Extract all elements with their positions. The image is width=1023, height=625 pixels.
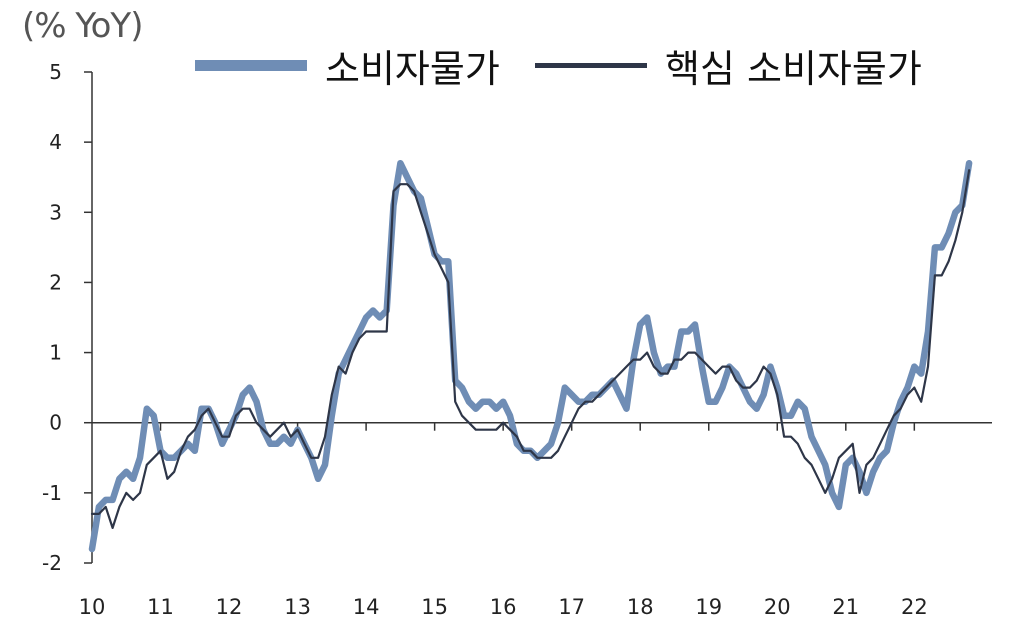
x-tick-label: 17 — [558, 595, 585, 619]
legend-swatch-core-cpi — [535, 63, 647, 68]
x-tick-label: 10 — [79, 595, 106, 619]
legend-item-core-cpi: 핵심 소비자물가 — [535, 38, 922, 93]
y-tick-label: -2 — [42, 551, 62, 575]
x-tick-label: 22 — [901, 595, 928, 619]
y-tick-label: 0 — [49, 411, 62, 435]
y-tick-label: 4 — [49, 130, 62, 154]
y-tick-label: 5 — [49, 60, 62, 84]
y-tick-label: 3 — [49, 200, 62, 224]
series-line-core-cpi — [90, 169, 971, 530]
y-axis-unit-label: (% YoY) — [22, 6, 143, 46]
y-tick-label: 2 — [49, 270, 62, 294]
series-line-cpi — [88, 159, 973, 553]
legend-label-core-cpi: 핵심 소비자물가 — [665, 47, 922, 91]
legend-swatch-cpi — [195, 60, 307, 71]
x-tick-label: 13 — [284, 595, 311, 619]
y-tick-label: -1 — [42, 481, 62, 505]
x-tick-label: 12 — [216, 595, 243, 619]
legend-item-cpi: 소비자물가 — [195, 38, 500, 93]
y-tick-label: 1 — [49, 341, 62, 365]
x-tick-label: 14 — [353, 595, 380, 619]
x-tick-label: 15 — [421, 595, 448, 619]
x-tick-label: 16 — [490, 595, 517, 619]
x-tick-label: 19 — [695, 595, 722, 619]
chart-series — [88, 159, 973, 553]
x-tick-label: 20 — [764, 595, 791, 619]
legend-label-cpi: 소비자물가 — [325, 47, 500, 91]
x-tick-label: 11 — [147, 595, 174, 619]
x-tick-label: 18 — [627, 595, 654, 619]
x-tick-label: 21 — [832, 595, 859, 619]
